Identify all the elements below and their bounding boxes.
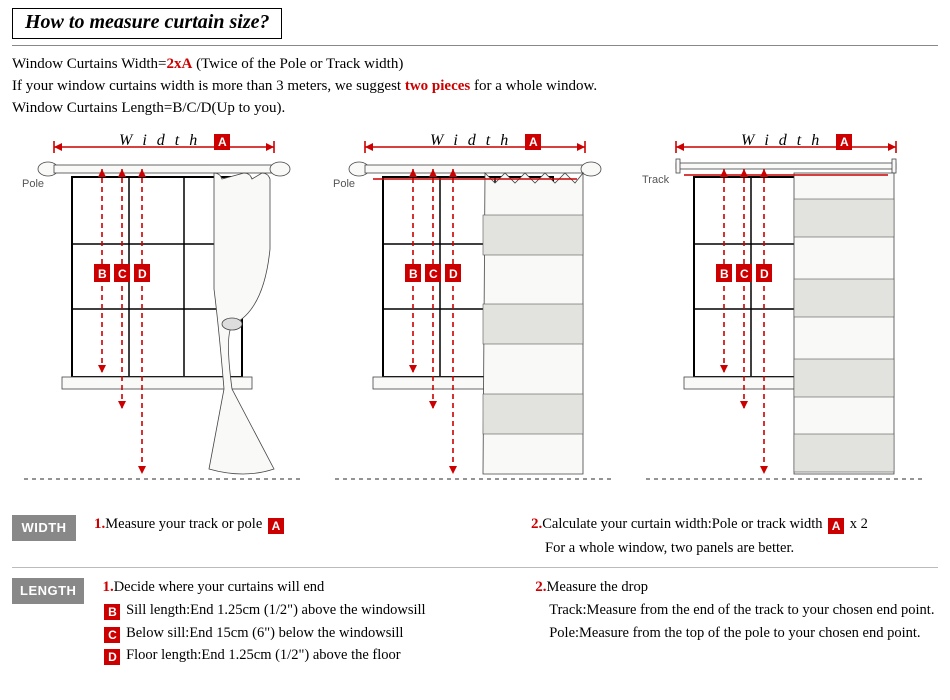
width-row: WIDTH 1.Measure your track or pole A 2.C…: [12, 513, 938, 559]
svg-text:D: D: [138, 267, 147, 281]
length-tag: LENGTH: [12, 578, 84, 604]
page-title: How to measure curtain size?: [25, 11, 269, 34]
intro-line1c: (Twice of the Pole or Track width): [192, 56, 403, 72]
intro-line2a: If your window curtains width is more th…: [12, 78, 405, 94]
intro-line3: Window Curtains Length=B/C/D(Up to you).: [12, 98, 938, 120]
svg-text:Pole: Pole: [22, 178, 44, 190]
svg-text:Track: Track: [642, 174, 670, 186]
svg-text:A: A: [840, 135, 849, 149]
svg-text:W i d t h: W i d t h: [430, 132, 511, 149]
svg-text:D: D: [760, 267, 769, 281]
svg-text:A: A: [218, 135, 227, 149]
diagram-1: W i d t h A Pole: [12, 129, 315, 499]
svg-text:C: C: [429, 267, 438, 281]
intro-line2c: for a whole window.: [470, 78, 597, 94]
length-step2: 2.Measure the drop Track:Measure from th…: [535, 576, 938, 667]
svg-text:B: B: [98, 267, 107, 281]
svg-text:C: C: [118, 267, 127, 281]
intro-line1a: Window Curtains Width=: [12, 56, 166, 72]
instructions: WIDTH 1.Measure your track or pole A 2.C…: [12, 513, 938, 666]
intro-line1b: 2xA: [166, 56, 192, 72]
width-step1: 1.Measure your track or pole A: [94, 513, 501, 559]
width-label-1: W i d t h: [119, 132, 200, 149]
svg-text:Pole: Pole: [333, 178, 355, 190]
diagram-3: W i d t h A Track: [635, 129, 938, 499]
section-divider: [12, 567, 938, 568]
diagram-2: W i d t h A Pole: [323, 129, 626, 499]
length-row: LENGTH 1.Decide where your curtains will…: [12, 576, 938, 667]
intro-line2b: two pieces: [405, 78, 470, 94]
svg-text:C: C: [740, 267, 749, 281]
svg-text:A: A: [529, 135, 538, 149]
marker-c: C: [104, 627, 120, 643]
intro-text: Window Curtains Width=2xA (Twice of the …: [12, 54, 938, 119]
diagram-row: W i d t h A Pole: [12, 129, 938, 499]
width-step2: 2.Calculate your curtain width:Pole or t…: [531, 513, 938, 559]
svg-text:W i d t h: W i d t h: [741, 132, 822, 149]
marker-d: D: [104, 649, 120, 665]
title-box: How to measure curtain size?: [12, 8, 282, 39]
svg-text:B: B: [720, 267, 729, 281]
marker-b: B: [104, 604, 120, 620]
length-step1: 1.Decide where your curtains will end B …: [102, 576, 505, 667]
svg-text:B: B: [409, 267, 418, 281]
marker-a2: A: [828, 518, 844, 534]
svg-text:D: D: [449, 267, 458, 281]
width-tag: WIDTH: [12, 515, 76, 541]
marker-a: A: [268, 518, 284, 534]
title-divider: [12, 45, 938, 46]
